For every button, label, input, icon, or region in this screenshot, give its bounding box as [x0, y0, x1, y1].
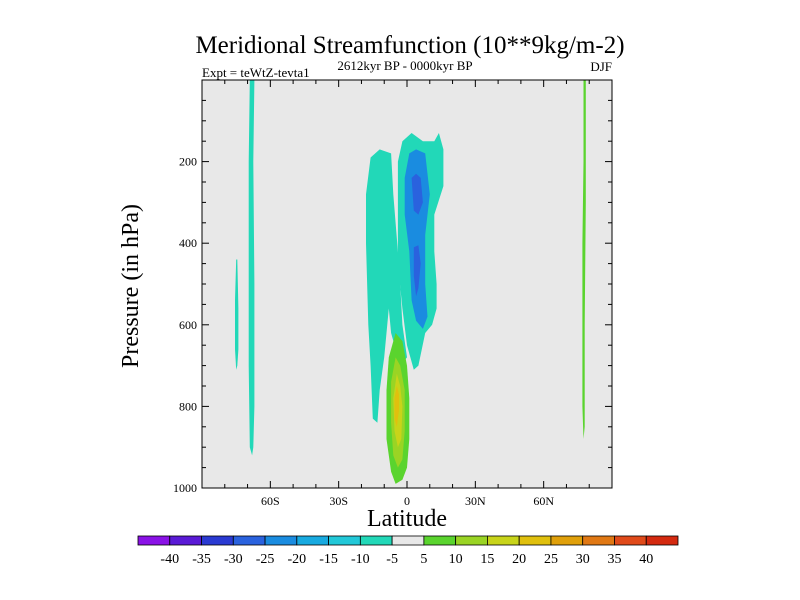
x-tick-label: 30S: [329, 494, 348, 508]
contour-region-2: [366, 149, 407, 423]
contour-region-0: [248, 80, 255, 456]
x-tick-label: 60N: [533, 494, 554, 508]
colorbar-label: 20: [512, 552, 526, 567]
colorbar-label: 5: [420, 552, 427, 567]
colorbar-box: [169, 535, 202, 546]
colorbar-box: [296, 535, 329, 546]
colorbar-box: [328, 535, 361, 546]
y-axis-label: Pressure (in hPa): [118, 204, 144, 368]
colorbar-box: [232, 535, 266, 546]
colorbar-box: [455, 535, 488, 546]
colorbar-box: [550, 535, 584, 546]
x-tick-label: 30N: [465, 494, 486, 508]
colorbar-box: [614, 535, 647, 546]
y-tick-label: 1000: [173, 481, 197, 495]
y-tick-label: 400: [179, 236, 197, 250]
colorbar-label: -40: [160, 552, 179, 567]
colorbar-label: -10: [351, 552, 370, 567]
y-tick-label: 800: [179, 399, 197, 413]
colorbar-box: [582, 535, 615, 546]
colorbar-label: -35: [192, 552, 211, 567]
colorbar-box: [264, 535, 298, 546]
x-tick-label: 60S: [261, 494, 280, 508]
contour-region-11: [582, 80, 586, 439]
contour-region-10: [394, 386, 399, 427]
center-string: 2612kyr BP - 0000kyr BP: [337, 58, 472, 73]
contour-region-6: [413, 245, 421, 297]
colorbar-box: [423, 535, 457, 546]
right-string: DJF: [590, 59, 612, 74]
colorbar-label: 15: [480, 552, 494, 567]
contour-region-1: [235, 259, 239, 370]
colorbar-label: 40: [639, 552, 653, 567]
colorbar-box: [359, 535, 393, 546]
colorbar-box: [201, 535, 234, 546]
colorbar-label: -20: [287, 552, 306, 567]
colorbar-label: 10: [449, 552, 463, 567]
colorbar-label: -30: [224, 552, 243, 567]
colorbar-label: 35: [607, 552, 621, 567]
colorbar-label: 30: [576, 552, 590, 567]
colorbar-label: -15: [319, 552, 338, 567]
colorbar-box: [391, 535, 425, 546]
x-axis-label: Latitude: [367, 506, 447, 532]
colorbar-label: -25: [256, 552, 275, 567]
y-tick-label: 200: [179, 155, 197, 169]
colorbar-label: 25: [544, 552, 558, 567]
colorbar-box: [137, 535, 171, 546]
colorbar-box: [487, 535, 520, 546]
left-string: Expt = teWtZ-tevta1: [202, 65, 310, 80]
contour-region-4: [404, 149, 430, 329]
colorbar-box: [645, 535, 679, 546]
contour-region-5: [411, 173, 423, 215]
colorbar-box: [518, 535, 552, 546]
colorbar-label: -5: [386, 552, 398, 567]
chart-title: Meridional Streamfunction (10**9kg/m-2): [195, 32, 624, 59]
y-tick-label: 600: [179, 318, 197, 332]
x-tick-label: 0: [404, 494, 410, 508]
